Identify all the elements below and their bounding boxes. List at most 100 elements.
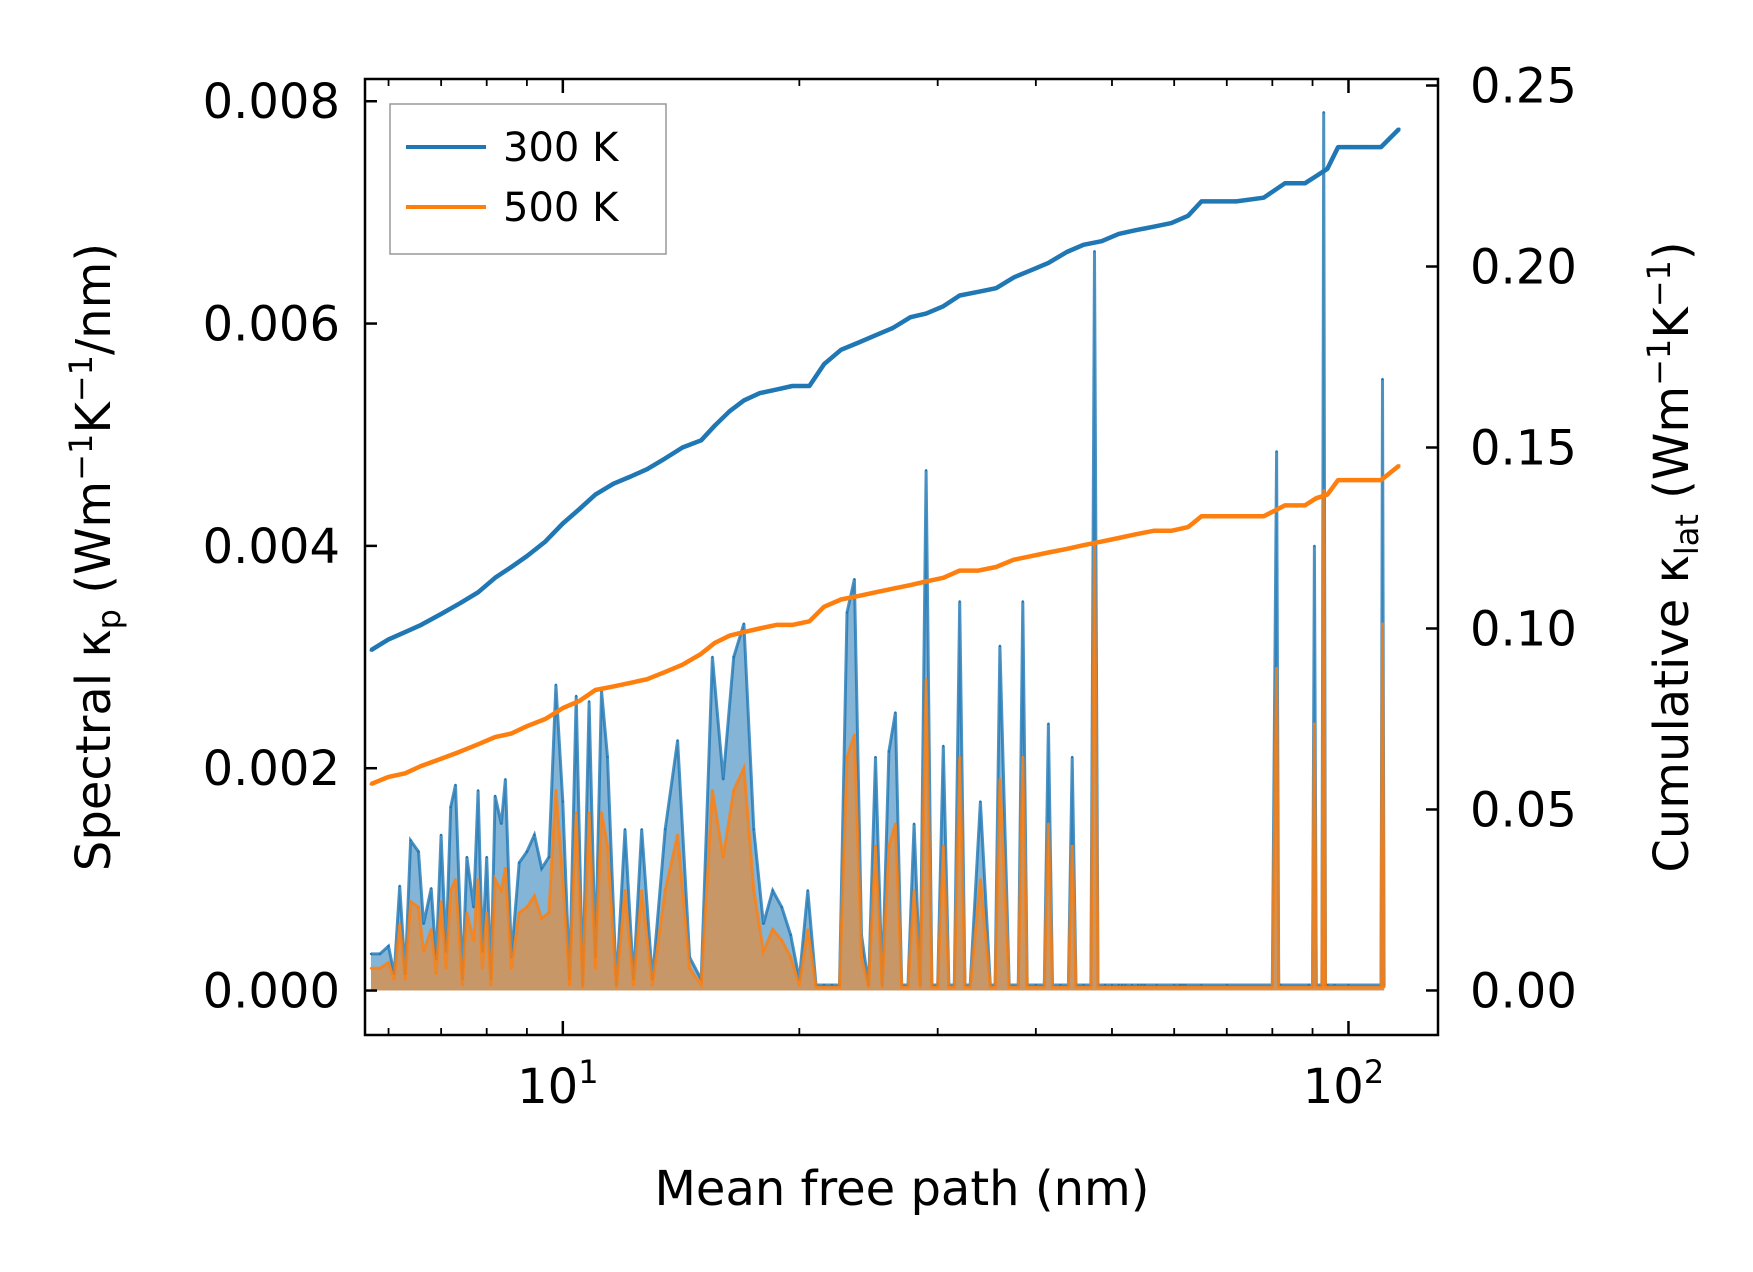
spectral-point <box>1137 986 1140 989</box>
cumulative-point <box>839 598 843 601</box>
spectral-point <box>472 939 475 942</box>
spectral-point <box>780 939 783 942</box>
spectral-point <box>1059 986 1062 989</box>
cumulative-point <box>509 732 513 735</box>
cumulative-point <box>403 771 407 775</box>
cumulative-point <box>419 623 423 627</box>
cumulative-point <box>681 663 684 667</box>
cumulative-point <box>509 565 513 569</box>
y-left-tick-label: 0.002 <box>203 741 340 797</box>
cumulative-point <box>439 612 443 616</box>
spectral-point <box>409 900 412 903</box>
spectral-point <box>525 850 529 853</box>
spectral-point <box>500 822 503 825</box>
spectral-point <box>963 986 967 989</box>
spectral-point <box>651 983 654 987</box>
spectral-point <box>1034 983 1038 987</box>
cumulative-point <box>1303 503 1307 507</box>
cumulative-point <box>1082 243 1085 247</box>
spectral-point <box>518 911 521 914</box>
spectral-point <box>822 986 826 989</box>
spectral-point <box>476 789 480 792</box>
y-right-axis-label: Cumulative κlat (Wm−1K−1) <box>1640 241 1706 872</box>
spectral-point <box>742 622 746 625</box>
cumulative-point <box>561 522 565 525</box>
spectral-point <box>1021 755 1024 759</box>
spectral-point <box>1275 450 1278 453</box>
spectral-point <box>1313 722 1316 725</box>
cumulative-point <box>1169 529 1173 533</box>
spectral-point <box>924 469 928 472</box>
cumulative-point <box>561 706 565 710</box>
spectral-point <box>845 611 849 614</box>
spectral-point <box>398 922 401 925</box>
cumulative-point <box>742 630 746 634</box>
spectral-point <box>958 600 961 603</box>
spectral-point <box>417 906 420 909</box>
spectral-point <box>632 983 635 987</box>
spectral-point <box>722 855 725 859</box>
spectral-point <box>461 983 464 987</box>
spectral-point <box>525 906 529 909</box>
spectral-point <box>1067 986 1070 989</box>
spectral-point <box>1184 983 1187 987</box>
spectral-point <box>1043 986 1046 989</box>
x-tick-label: 101 <box>517 1053 598 1115</box>
cumulative-point <box>857 341 861 344</box>
cumulative-point <box>1082 543 1085 547</box>
spectral-point <box>1322 489 1325 492</box>
spectral-point <box>1137 983 1140 987</box>
cumulative-point <box>1012 275 1016 279</box>
spectral-point <box>874 844 877 848</box>
spectral-point <box>439 900 443 903</box>
spectral-point <box>1093 250 1096 253</box>
cumulative-point <box>493 576 497 580</box>
spectral-point <box>422 950 425 953</box>
spectral-point <box>430 928 433 931</box>
spectral-point <box>1275 667 1278 670</box>
spectral-point <box>1026 986 1029 989</box>
spectral-point <box>409 839 412 842</box>
spectral-point <box>700 983 703 987</box>
spectral-point <box>1110 983 1114 987</box>
spectral-point <box>1178 986 1182 989</box>
cumulative-point <box>891 587 895 591</box>
cumulative-point <box>1100 540 1104 544</box>
spectral-point <box>806 928 809 931</box>
spectral-point <box>1082 983 1085 987</box>
spectral-point <box>1277 986 1280 989</box>
spectral-point <box>493 794 497 798</box>
cumulative-point <box>593 688 597 692</box>
spectral-point <box>1382 986 1386 989</box>
cumulative-point <box>476 590 480 594</box>
spectral-point <box>838 986 841 989</box>
spectral-point <box>606 755 609 759</box>
cumulative-point <box>941 576 945 580</box>
cumulative-point <box>1117 232 1121 236</box>
cumulative-point <box>1262 514 1266 518</box>
spectral-point <box>454 783 457 787</box>
spectral-point <box>1059 983 1062 987</box>
cumulative-point <box>958 294 962 297</box>
cumulative-point <box>713 424 717 428</box>
spectral-point <box>1381 622 1384 625</box>
spectral-point <box>806 889 809 892</box>
spectral-point <box>449 889 452 892</box>
y-left-tick-label: 0.004 <box>203 519 340 575</box>
spectral-point <box>439 833 443 837</box>
cumulative-point <box>578 507 581 511</box>
spectral-point <box>688 967 691 970</box>
spectral-point <box>493 878 497 881</box>
spectral-point <box>822 983 826 987</box>
cumulative-point <box>1397 464 1401 468</box>
cumulative-point <box>1336 478 1340 482</box>
spectral-point <box>1333 986 1336 989</box>
spectral-point <box>554 683 558 686</box>
cumulative-point <box>1046 551 1050 554</box>
spectral-point <box>1103 983 1107 987</box>
spectral-point <box>587 811 591 814</box>
cumulative-point <box>758 391 762 395</box>
spectral-point <box>1347 983 1350 987</box>
spectral-point <box>561 800 564 803</box>
